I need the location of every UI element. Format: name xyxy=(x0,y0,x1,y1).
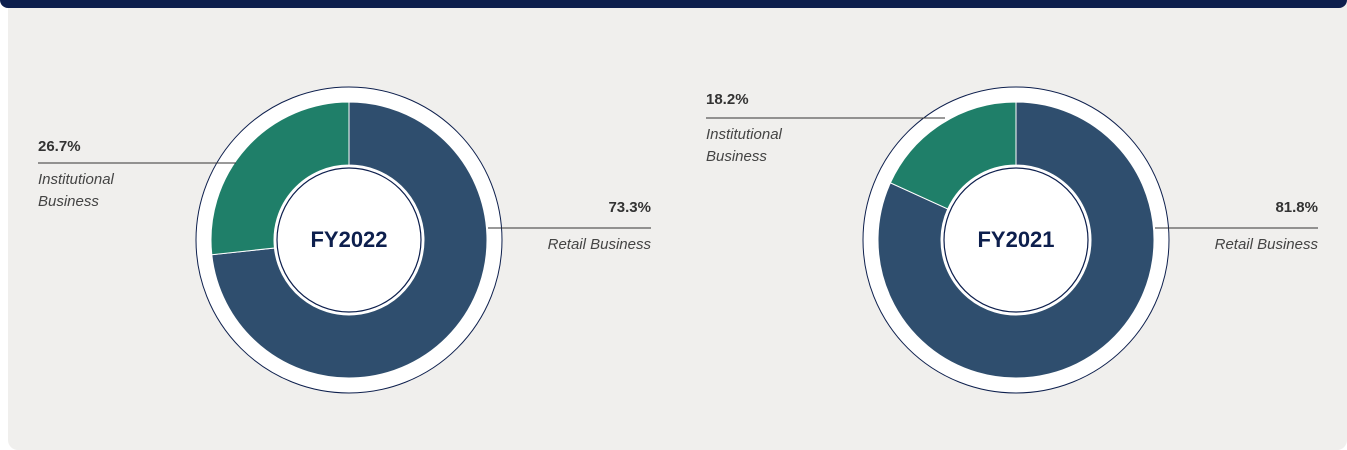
category-label: Retail Business xyxy=(1214,236,1318,253)
category-label: Institutional Business xyxy=(38,171,114,210)
value-label: 26.7% xyxy=(38,138,81,155)
inner-circle xyxy=(276,167,422,313)
value-label: 73.3% xyxy=(608,199,651,216)
inner-circle xyxy=(943,167,1089,313)
value-label: 18.2% xyxy=(706,91,749,108)
center-label: FY2021 xyxy=(977,227,1054,252)
donut-segment xyxy=(889,101,1017,210)
donut-segment xyxy=(210,101,350,256)
donut-segment xyxy=(211,101,488,379)
center-label: FY2022 xyxy=(310,227,387,252)
donut-segment xyxy=(877,101,1155,379)
header-bar xyxy=(0,0,1347,8)
category-label: Institutional Business xyxy=(706,126,782,165)
value-label: 81.8% xyxy=(1275,199,1318,216)
category-label: Retail Business xyxy=(547,236,651,253)
